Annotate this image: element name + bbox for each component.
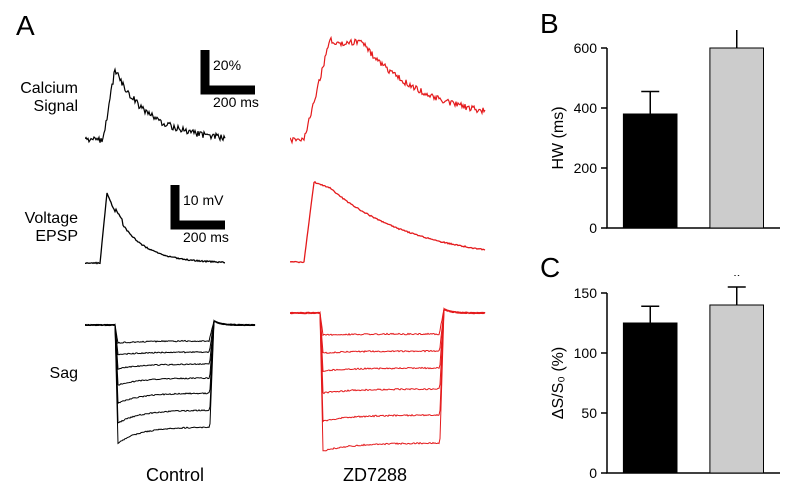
svg-text:100: 100: [574, 345, 598, 361]
svg-text:150: 150: [574, 285, 598, 301]
trace-sag-control: [85, 305, 275, 455]
col-label-drug: ZD7288: [310, 465, 440, 486]
row-label-calcium-line1: Calcium: [20, 80, 78, 97]
svg-text:ΔS/S₀ (%): ΔS/S₀ (%): [550, 347, 567, 419]
row-label-calcium: Calcium Signal: [8, 80, 78, 117]
svg-text:HW (ms): HW (ms): [550, 106, 567, 169]
svg-text:*: *: [733, 275, 741, 288]
trace-calcium-drug: [290, 25, 490, 155]
row-label-voltage-line2: EPSP: [35, 228, 78, 245]
scalebar-calcium-vert: 20%: [213, 57, 241, 73]
row-label-calcium-line2: Signal: [34, 98, 78, 115]
panel-a-letter: A: [16, 10, 35, 42]
col-label-control: Control: [110, 465, 240, 486]
svg-text:50: 50: [581, 405, 597, 421]
barchart-c: 0 50 100 150 ΔS/S₀ (%) *: [545, 275, 790, 485]
figure-root: A Calcium Signal Voltage EPSP Sag Contro…: [0, 0, 800, 502]
row-label-voltage-line1: Voltage: [25, 210, 78, 227]
row-label-sag: Sag: [8, 365, 78, 383]
svg-text:0: 0: [589, 465, 597, 481]
svg-text:200: 200: [574, 160, 598, 176]
trace-voltage-drug: [290, 170, 490, 280]
scalebar-voltage-vert: 10 mV: [183, 192, 224, 208]
row-label-sag-line1: Sag: [50, 365, 78, 382]
scalebar-voltage: 10 mV 200 ms: [165, 180, 285, 250]
svg-text:400: 400: [574, 100, 598, 116]
scalebar-voltage-horiz: 200 ms: [183, 229, 229, 245]
scalebar-calcium: 20% 200 ms: [195, 45, 305, 115]
trace-sag-drug: [290, 295, 500, 455]
svg-text:0: 0: [589, 220, 597, 236]
barchart-b: 0200400600HW (ms)*: [545, 30, 790, 240]
svg-text:600: 600: [574, 40, 598, 56]
scalebar-calcium-horiz: 200 ms: [213, 94, 259, 110]
row-label-voltage: Voltage EPSP: [8, 210, 78, 247]
